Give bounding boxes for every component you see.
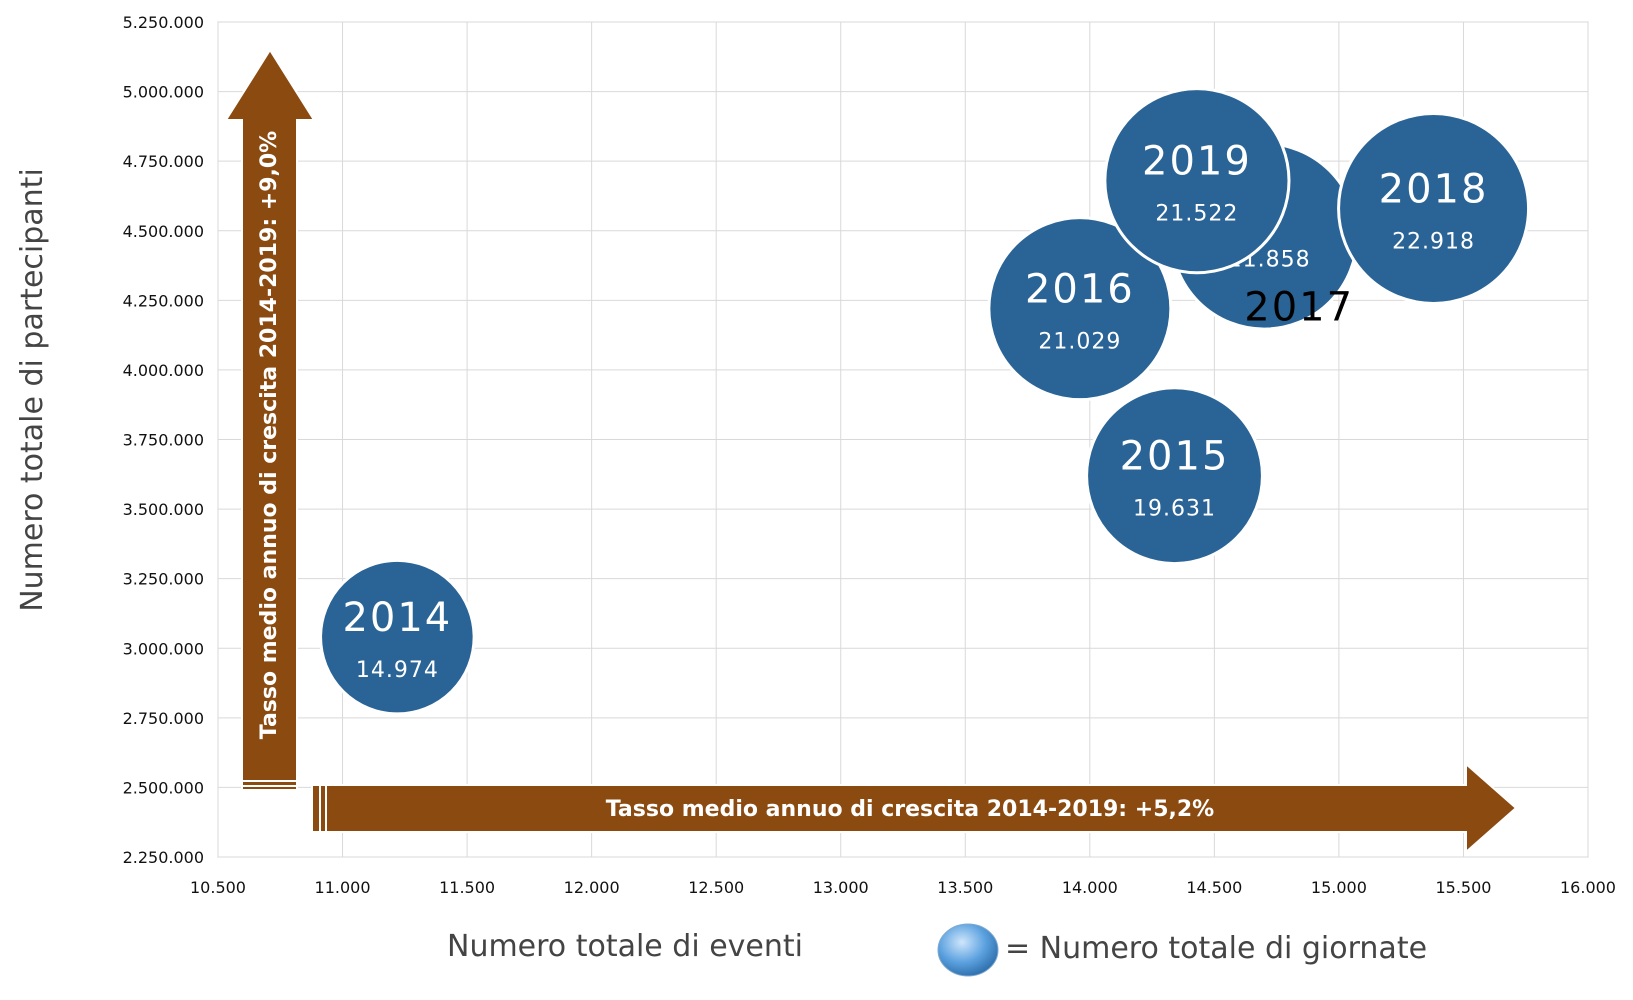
x-tick-label: 14.500 xyxy=(1186,878,1242,897)
y-tick-label: 5.000.000 xyxy=(123,83,204,102)
y-tick-label: 3.000.000 xyxy=(123,639,204,658)
bubble-circle xyxy=(319,558,476,716)
legend-bubble-icon xyxy=(937,923,999,977)
y-tick-label: 2.750.000 xyxy=(123,709,204,728)
bubble-year-label: 2014 xyxy=(342,595,452,641)
y-growth-label: Tasso medio annuo di crescita 2014-2019:… xyxy=(257,131,282,739)
bubble-days-label: 21.029 xyxy=(1038,330,1121,355)
bubble-2015: 2015 19.631 xyxy=(1085,386,1264,566)
bubble-circle xyxy=(987,216,1173,402)
x-tick-label: 12.000 xyxy=(564,878,620,897)
bubble-circle xyxy=(1085,386,1264,566)
y-tick-label: 3.500.000 xyxy=(123,500,204,519)
x-tick-label: 12.500 xyxy=(688,878,744,897)
bubble-days-label: 19.631 xyxy=(1133,497,1216,522)
legend-label: = Numero totale di giornate xyxy=(1005,931,1427,966)
y-axis-title: Numero totale di partecipanti xyxy=(15,168,50,612)
title-layer: Numero totale di eventi Numero totale di … xyxy=(15,168,1427,977)
y-tick-label: 3.250.000 xyxy=(123,570,204,589)
y-tick-label: 2.500.000 xyxy=(123,778,204,797)
arrow-layer: Tasso medio annuo di crescita 2014-2019:… xyxy=(224,48,1518,855)
x-growth-label: Tasso medio annuo di crescita 2014-2019:… xyxy=(606,797,1214,822)
y-growth-arrow xyxy=(224,48,316,791)
bubble-days-label: 14.974 xyxy=(356,658,439,683)
bubble-circle xyxy=(1337,111,1531,305)
bubble-year-label: 2016 xyxy=(1025,267,1135,313)
x-tick-label: 11.500 xyxy=(439,878,495,897)
y-tick-label: 4.500.000 xyxy=(123,222,204,241)
bubble-2016: 2016 21.029 xyxy=(987,216,1173,402)
bubble-days-label: 22.918 xyxy=(1392,229,1475,254)
x-tick-label: 15.000 xyxy=(1311,878,1367,897)
bubble-days-label: 21.522 xyxy=(1155,202,1238,227)
bubble-year-label: 2015 xyxy=(1120,434,1230,480)
x-tick-label: 14.000 xyxy=(1062,878,1118,897)
x-tick-label: 13.000 xyxy=(813,878,869,897)
x-tick-label: 15.500 xyxy=(1435,878,1491,897)
bubble-2014: 2014 14.974 xyxy=(319,558,476,716)
x-axis-title: Numero totale di eventi xyxy=(447,929,803,964)
y-tick-label: 5.250.000 xyxy=(123,13,204,32)
bubble-year-label: 2018 xyxy=(1379,166,1489,212)
bubble-year-label: 2019 xyxy=(1142,139,1252,185)
bubble-circle xyxy=(1103,87,1291,275)
x-tick-label: 11.000 xyxy=(315,878,371,897)
bubble-layer: 21.8582017201519.631201621.029201921.522… xyxy=(319,87,1531,716)
y-tick-label: 4.000.000 xyxy=(123,361,204,380)
y-tick-label: 2.250.000 xyxy=(123,848,204,867)
y-tick-label: 4.250.000 xyxy=(123,291,204,310)
x-tick-label: 16.000 xyxy=(1560,878,1616,897)
bubble-2019: 2019 21.522 xyxy=(1103,87,1291,275)
x-tick-label: 13.500 xyxy=(937,878,993,897)
tick-layer: 10.500 11.000 11.500 12.000 12.500 13.000 13.5… xyxy=(123,13,1616,897)
y-tick-label: 3.750.000 xyxy=(123,431,204,450)
x-tick-label: 10.500 xyxy=(190,878,246,897)
bubble-year-label: 2017 xyxy=(1244,284,1354,330)
x-growth-arrow xyxy=(311,761,1518,855)
y-tick-label: 4.750.000 xyxy=(123,152,204,171)
bubble-2018: 2018 22.918 xyxy=(1337,111,1531,305)
